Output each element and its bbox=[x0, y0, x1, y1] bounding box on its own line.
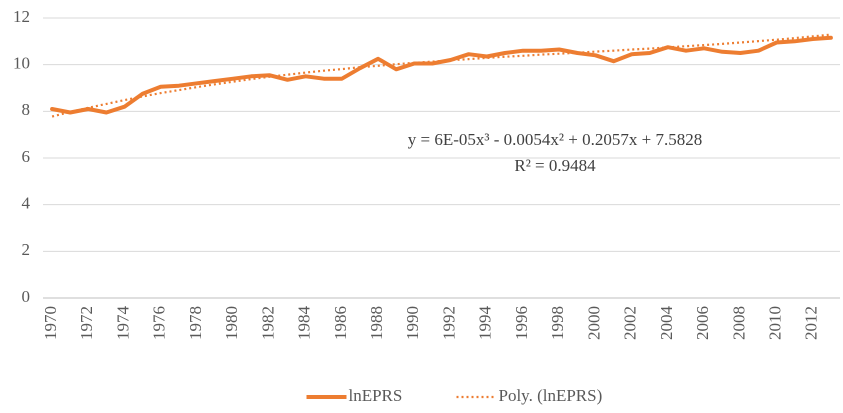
x-tick-label: 1982 bbox=[258, 306, 277, 340]
x-tick-label: 1992 bbox=[439, 306, 458, 340]
x-tick-label: 1988 bbox=[367, 306, 386, 340]
x-tick-label: 1986 bbox=[331, 306, 350, 340]
y-tick-label: 2 bbox=[22, 240, 31, 259]
series-line bbox=[50, 35, 833, 115]
legend-label: lnEPRS bbox=[349, 386, 403, 405]
x-tick-label: 2012 bbox=[802, 306, 821, 340]
x-tick-label: 1990 bbox=[403, 306, 422, 340]
legend-label: Poly. (lnEPRS) bbox=[499, 386, 603, 405]
x-tick-label: 1998 bbox=[548, 306, 567, 340]
y-tick-label: 4 bbox=[22, 194, 31, 213]
x-tick-label: 2000 bbox=[584, 306, 603, 340]
trendline-equation: y = 6E-05x³ - 0.0054x² + 0.2057x + 7.582… bbox=[408, 130, 702, 149]
x-tick-label: 1996 bbox=[512, 306, 531, 340]
x-tick-label: 1972 bbox=[77, 306, 96, 340]
x-tick-label: 1974 bbox=[113, 306, 132, 341]
x-tick-label: 2006 bbox=[693, 306, 712, 340]
x-tick-label: 1980 bbox=[222, 306, 241, 340]
x-tick-label: 2004 bbox=[657, 306, 676, 341]
y-tick-label: 8 bbox=[22, 100, 31, 119]
x-tick-label: 2010 bbox=[766, 306, 785, 340]
y-tick-label: 10 bbox=[13, 54, 30, 73]
r-squared: R² = 0.9484 bbox=[514, 156, 596, 175]
x-tick-label: 2002 bbox=[621, 306, 640, 340]
y-tick-label: 6 bbox=[22, 147, 31, 166]
x-tick-label: 1970 bbox=[41, 306, 60, 340]
x-tick-label: 2008 bbox=[729, 306, 748, 340]
trendline bbox=[51, 33, 832, 118]
y-tick-label: 12 bbox=[13, 7, 30, 26]
x-tick-label: 1978 bbox=[186, 306, 205, 340]
x-tick-label: 1994 bbox=[476, 306, 495, 341]
x-tick-label: 1976 bbox=[150, 306, 169, 340]
y-tick-label: 0 bbox=[22, 287, 31, 306]
x-tick-label: 1984 bbox=[295, 306, 314, 341]
